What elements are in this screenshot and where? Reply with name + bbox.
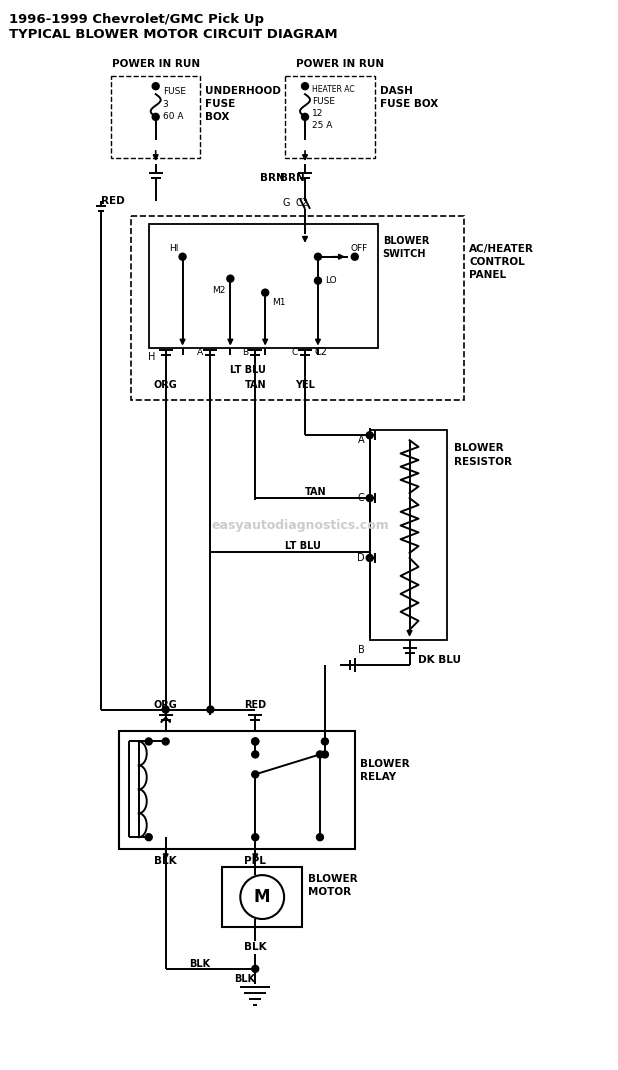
Text: BLOWER: BLOWER: [360, 760, 409, 769]
Text: OFF: OFF: [350, 244, 368, 254]
Text: B: B: [242, 348, 248, 357]
Circle shape: [366, 494, 373, 502]
Text: FUSE: FUSE: [205, 100, 235, 109]
Text: BLOWER: BLOWER: [308, 874, 358, 884]
Text: BLK: BLK: [154, 856, 177, 866]
Text: UNDERHOOD: UNDERHOOD: [205, 87, 281, 96]
Text: 60 A: 60 A: [163, 111, 183, 121]
Circle shape: [316, 834, 323, 841]
Text: CONTROL: CONTROL: [469, 257, 525, 266]
Text: DASH: DASH: [379, 87, 413, 96]
Text: RED: RED: [101, 196, 125, 205]
Circle shape: [252, 738, 259, 745]
Text: BRN: BRN: [260, 173, 285, 183]
Circle shape: [152, 113, 159, 121]
Text: LT BLU: LT BLU: [285, 541, 321, 551]
Text: BLOWER: BLOWER: [383, 235, 429, 246]
Circle shape: [366, 554, 373, 562]
Circle shape: [302, 113, 308, 121]
Circle shape: [162, 706, 169, 713]
Text: BLK: BLK: [189, 959, 211, 968]
Text: C2: C2: [295, 198, 308, 208]
Text: M2: M2: [212, 286, 226, 295]
Circle shape: [207, 706, 214, 713]
Text: easyautodiagnostics.com: easyautodiagnostics.com: [211, 519, 389, 532]
Circle shape: [316, 751, 323, 758]
Text: YEL: YEL: [295, 381, 315, 391]
Text: D: D: [357, 553, 365, 563]
Text: TAN: TAN: [305, 487, 327, 498]
Circle shape: [252, 738, 259, 745]
Text: C: C: [292, 348, 298, 357]
Text: HEATER AC: HEATER AC: [312, 85, 355, 94]
Text: ORG: ORG: [154, 700, 177, 709]
Text: G: G: [282, 198, 290, 208]
Circle shape: [252, 770, 259, 778]
Text: POWER IN RUN: POWER IN RUN: [296, 59, 384, 70]
Text: DK BLU: DK BLU: [418, 655, 460, 664]
Circle shape: [321, 751, 328, 758]
Circle shape: [252, 965, 259, 973]
Circle shape: [152, 82, 159, 90]
Text: RED: RED: [244, 700, 266, 709]
Bar: [222, 867, 302, 927]
Circle shape: [252, 834, 259, 841]
Bar: [285, 76, 375, 158]
Text: M1: M1: [272, 299, 286, 307]
Text: 12: 12: [312, 108, 323, 118]
Circle shape: [162, 738, 169, 745]
Text: BRN: BRN: [281, 173, 305, 183]
Text: LT BLU: LT BLU: [231, 366, 266, 376]
Text: SWITCH: SWITCH: [383, 248, 426, 259]
Bar: [119, 732, 355, 850]
Bar: [149, 224, 378, 349]
Text: TYPICAL BLOWER MOTOR CIRCUIT DIAGRAM: TYPICAL BLOWER MOTOR CIRCUIT DIAGRAM: [9, 28, 338, 41]
Circle shape: [261, 289, 269, 296]
Text: FUSE: FUSE: [312, 96, 335, 106]
Text: PANEL: PANEL: [469, 270, 506, 279]
Bar: [131, 216, 464, 400]
Circle shape: [321, 738, 328, 745]
Text: PPL: PPL: [244, 856, 266, 866]
Text: 1996-1999 Chevrolet/GMC Pick Up: 1996-1999 Chevrolet/GMC Pick Up: [9, 13, 265, 26]
Text: HI: HI: [169, 244, 178, 254]
Text: FUSE BOX: FUSE BOX: [379, 100, 438, 109]
Circle shape: [366, 432, 373, 439]
Circle shape: [351, 254, 358, 260]
Circle shape: [227, 275, 234, 282]
Bar: [370, 430, 447, 640]
Text: POWER IN RUN: POWER IN RUN: [112, 59, 200, 70]
Circle shape: [315, 277, 321, 285]
Text: H: H: [148, 352, 156, 363]
Text: RELAY: RELAY: [360, 773, 396, 782]
Text: C: C: [358, 493, 365, 503]
Text: 3: 3: [163, 100, 169, 109]
Text: A: A: [197, 348, 203, 357]
Text: LO: LO: [325, 276, 337, 286]
Circle shape: [145, 834, 152, 841]
Circle shape: [302, 82, 308, 90]
Text: BLK: BLK: [244, 942, 266, 952]
Text: RESISTOR: RESISTOR: [454, 457, 512, 468]
Text: FUSE: FUSE: [163, 87, 185, 95]
Bar: [111, 76, 200, 158]
Circle shape: [179, 254, 186, 260]
Text: BLK: BLK: [234, 974, 255, 983]
Circle shape: [252, 751, 259, 758]
Text: M: M: [254, 888, 271, 906]
Text: TAN: TAN: [245, 381, 266, 391]
Text: MOTOR: MOTOR: [308, 887, 351, 897]
Text: BOX: BOX: [205, 112, 230, 122]
Text: 25 A: 25 A: [312, 121, 332, 129]
Circle shape: [315, 254, 321, 260]
Text: ORG: ORG: [154, 381, 177, 391]
Text: C2: C2: [315, 348, 328, 357]
Text: BLOWER: BLOWER: [454, 443, 504, 454]
Text: A: A: [358, 435, 365, 445]
Circle shape: [145, 738, 152, 745]
Text: B: B: [358, 645, 365, 655]
Text: AC/HEATER: AC/HEATER: [469, 244, 534, 254]
